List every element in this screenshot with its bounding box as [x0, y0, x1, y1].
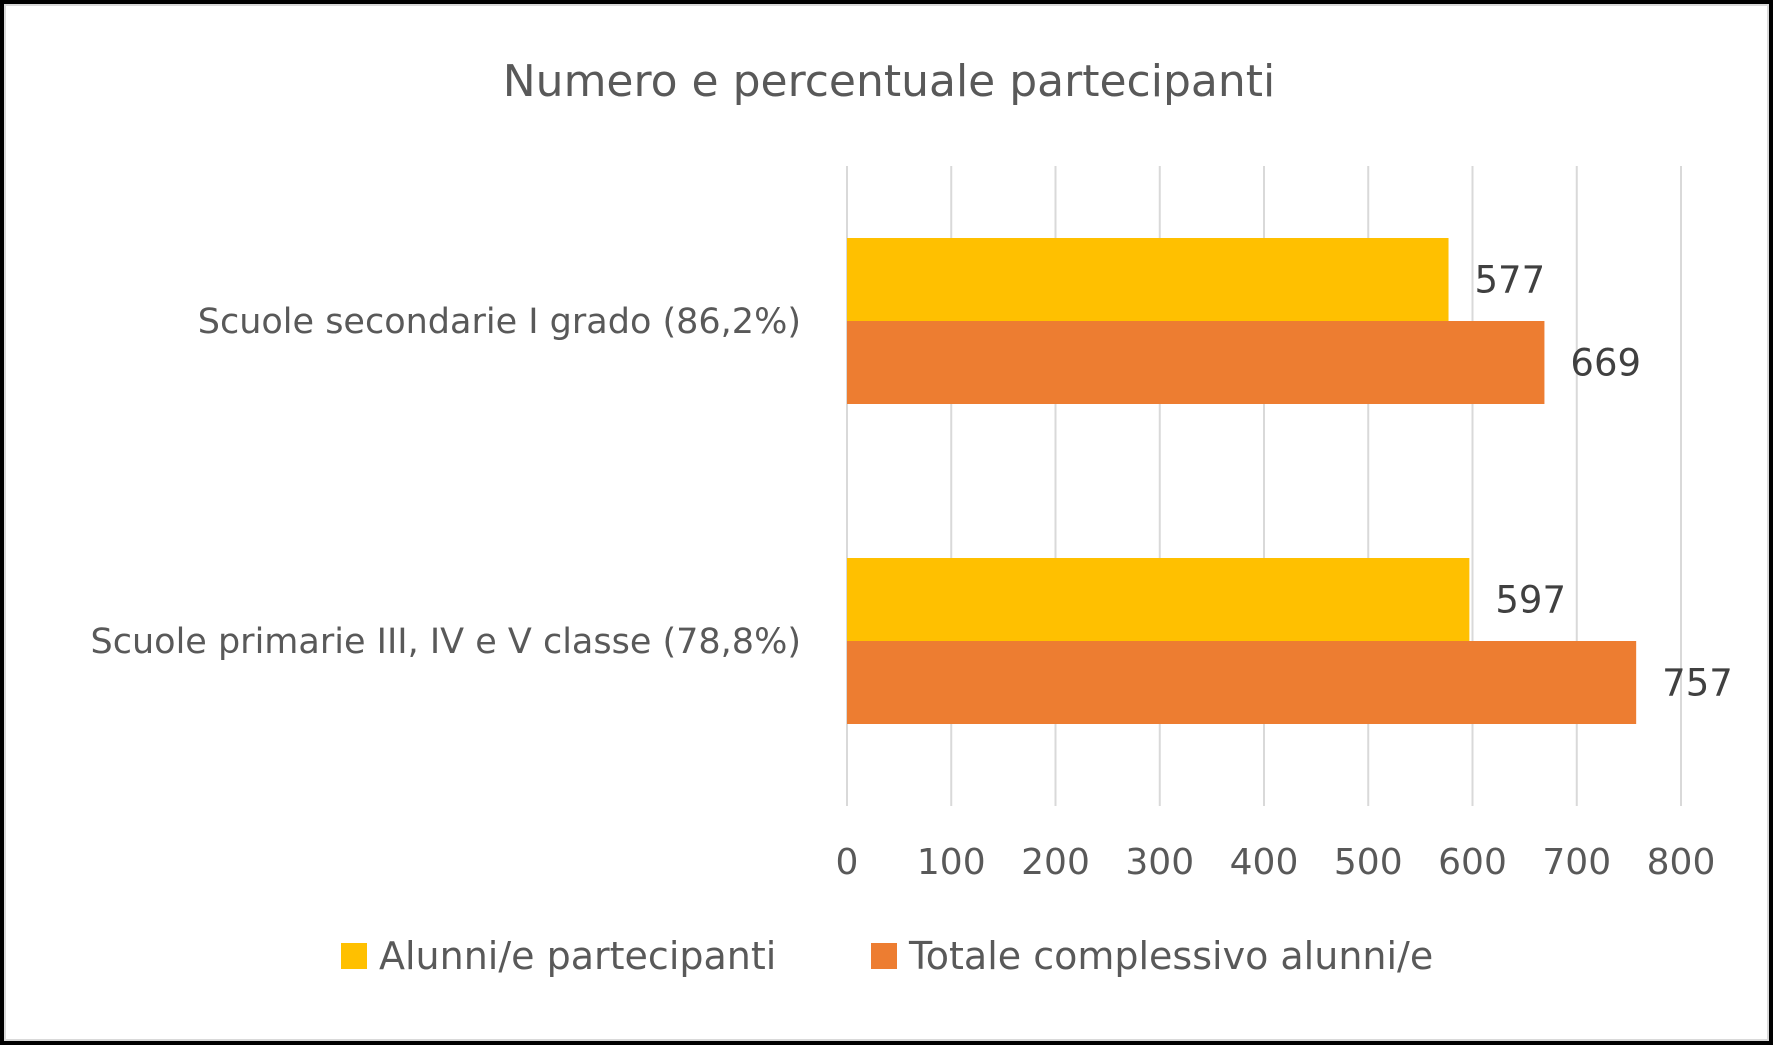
data-label-series1-cat0: 669	[1570, 342, 1641, 385]
legend-swatch-1	[871, 943, 897, 969]
data-label-series1-cat1: 757	[1662, 662, 1733, 705]
data-label-series0-cat1: 597	[1495, 579, 1566, 622]
legend-swatch-0	[341, 943, 367, 969]
chart-title: Numero e percentuale partecipanti	[503, 56, 1275, 107]
chart-frame: Numero e percentuale partecipanti 0 100 20…	[4, 4, 1769, 1041]
x-tick-label-400: 400	[1230, 842, 1299, 883]
legend-label-0: Alunni/e partecipanti	[379, 934, 776, 978]
x-tick-label-300: 300	[1125, 842, 1194, 883]
bars	[847, 238, 1637, 724]
bar-series0-cat1	[847, 558, 1470, 641]
x-tick-label-500: 500	[1334, 842, 1403, 883]
x-tick-label-0: 0	[836, 842, 859, 883]
bar-series1-cat0	[847, 321, 1545, 404]
bar-chart: Numero e percentuale partecipanti 0 100 20…	[91, 56, 1733, 978]
labels: 0 100 200 300 400 500 600 700 800 Scuole secondar…	[91, 259, 1733, 884]
x-tick-label-700: 700	[1542, 842, 1611, 883]
legend: Alunni/e partecipanti Totale complessivo …	[341, 934, 1433, 978]
x-tick-label-800: 800	[1647, 842, 1716, 883]
bar-series1-cat1	[847, 641, 1637, 724]
x-tick-label-100: 100	[917, 842, 986, 883]
bar-series0-cat0	[847, 238, 1449, 321]
x-tick-label-600: 600	[1438, 842, 1507, 883]
data-label-series0-cat0: 577	[1475, 259, 1546, 302]
category-label-1: Scuole primarie III, IV e V classe (78,8…	[91, 622, 801, 662]
x-tick-label-200: 200	[1021, 842, 1090, 883]
legend-label-1: Totale complessivo alunni/e	[908, 934, 1433, 978]
category-label-0: Scuole secondarie I grado (86,2%)	[198, 302, 801, 342]
